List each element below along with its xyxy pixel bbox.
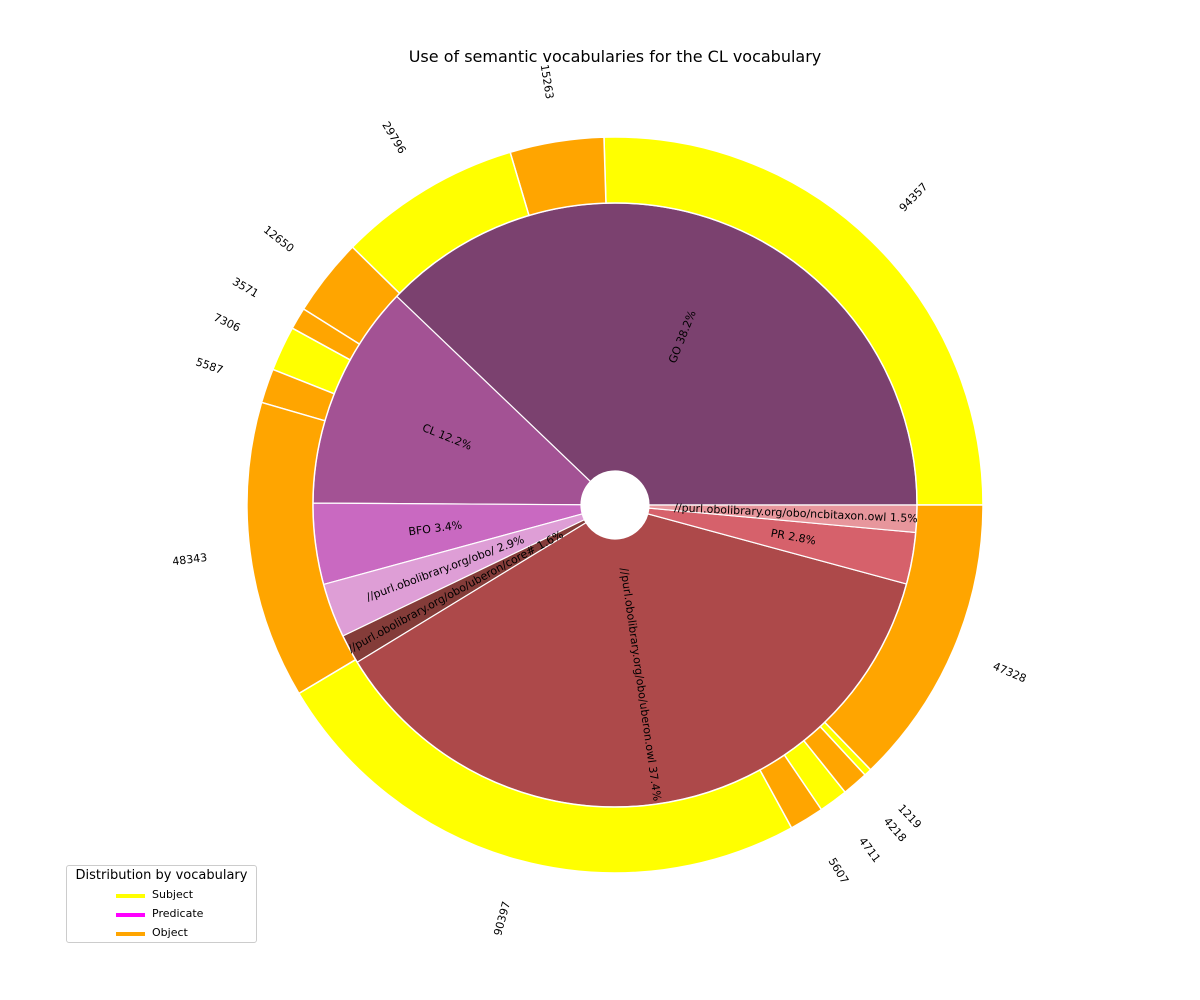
outer-label-94357: 94357	[897, 180, 931, 214]
chart-title: Use of semantic vocabularies for the CL …	[408, 47, 822, 66]
outer-wedge-47328	[823, 504, 984, 771]
outer-ring	[246, 136, 984, 874]
outer-label-5607: 5607	[826, 856, 852, 887]
legend-swatch-predicate	[116, 913, 145, 917]
legend-swatch-object	[116, 932, 145, 936]
legend-label-predicate: Predicate	[152, 907, 204, 920]
outer-label-12650: 12650	[261, 223, 297, 255]
outer-label-3571: 3571	[230, 275, 261, 300]
inner-ring	[312, 202, 918, 808]
outer-label-47328: 47328	[991, 660, 1028, 686]
center-hole	[581, 471, 649, 539]
legend-label-object: Object	[152, 926, 188, 939]
outer-label-48343: 48343	[172, 551, 208, 568]
legend: Distribution by vocabulary Subject Predi…	[66, 865, 257, 943]
outer-label-5587: 5587	[194, 355, 225, 376]
outer-label-4711: 4711	[856, 835, 883, 865]
legend-label-subject: Subject	[152, 888, 194, 901]
legend-swatch-subject	[116, 894, 145, 898]
outer-label-7306: 7306	[212, 311, 243, 335]
outer-label-90397: 90397	[491, 900, 513, 937]
outer-label-15263: 15263	[538, 63, 556, 100]
legend-title: Distribution by vocabulary	[75, 868, 248, 883]
outer-label-29796: 29796	[379, 119, 408, 156]
